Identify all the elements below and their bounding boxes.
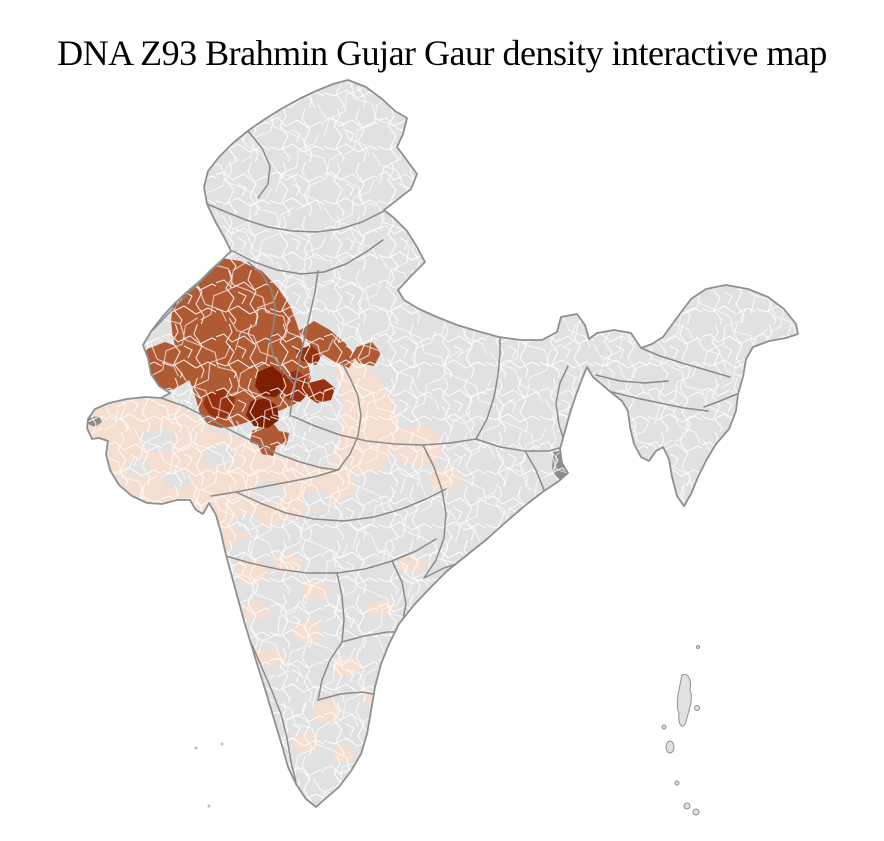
state-borders (151, 130, 738, 783)
district-borders-texture (87, 80, 798, 807)
india-outline (86, 79, 799, 808)
andaman-nicobar-islands[interactable] (661, 645, 700, 816)
page-title: DNA Z93 Brahmin Gujar Gaur density inter… (57, 33, 827, 74)
lakshadweep-islands[interactable] (194, 742, 224, 808)
